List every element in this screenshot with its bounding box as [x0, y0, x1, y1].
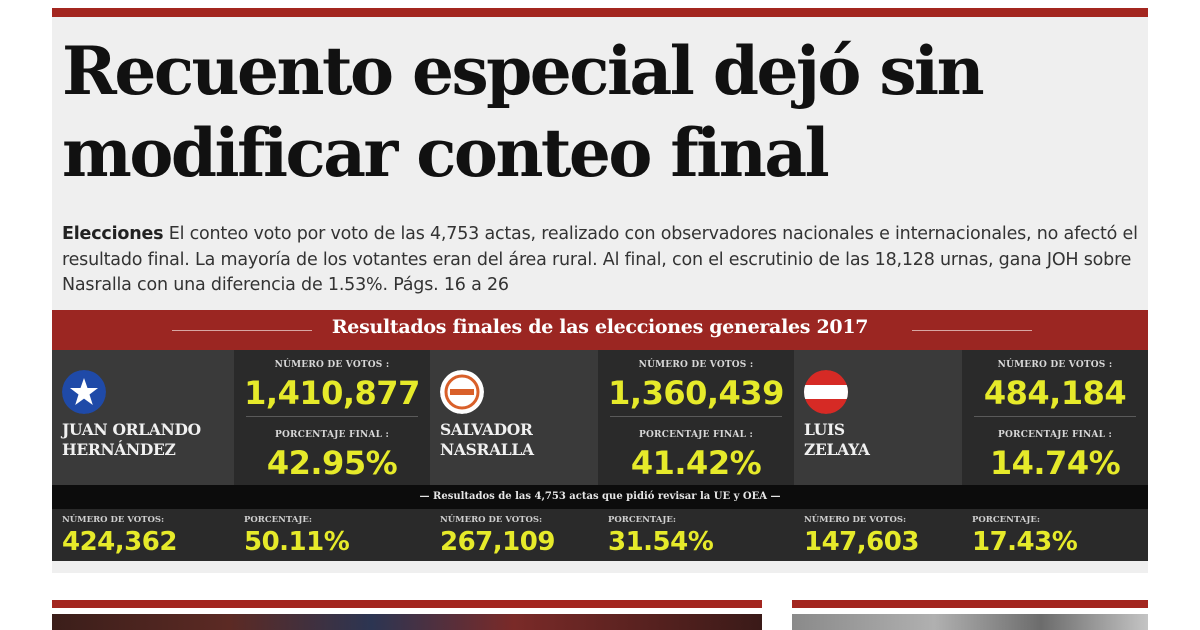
recount-subheader: — Resultados de las 4,753 actas que pidi… [52, 485, 1148, 509]
candidate-percent-2: 41.42% [630, 444, 762, 482]
candidate-name-1-line2: HERNÁNDEZ [62, 440, 176, 459]
recount-percent-label: PORCENTAJE: [972, 515, 1040, 525]
candidate-percent-3: 14.74% [989, 444, 1121, 482]
candidate-card-3: LUIS ZELAYA [794, 350, 962, 485]
recount-votes-2: 267,109 [440, 527, 555, 557]
recount-votes-1: 424,362 [62, 527, 177, 557]
lower-left-red-rule [52, 600, 762, 608]
lower-left-photo [52, 614, 762, 630]
results-banner: Resultados finales de las elecciones gen… [52, 310, 1148, 350]
stats-divider [974, 416, 1136, 417]
candidate-card-1: JUAN ORLANDO HERNÁNDEZ [52, 350, 234, 485]
stats-divider [246, 416, 418, 417]
recount-votes-3: 147,603 [804, 527, 919, 557]
percent-label: PORCENTAJE FINAL : [998, 430, 1112, 440]
candidate-stats-2: NÚMERO DE VOTOS : 1,360,439 PORCENTAJE F… [598, 350, 794, 485]
candidate-percent-1: 42.95% [266, 444, 398, 482]
recount-title: — Resultados de las 4,753 actas que pidi… [419, 491, 781, 502]
results-title: Resultados finales de las elecciones gen… [331, 316, 869, 338]
recount-votes-2-cell: NÚMERO DE VOTOS: 267,109 [430, 509, 598, 561]
candidate-name-2-line2: NASRALLA [440, 440, 534, 459]
lead-paragraph: Elecciones El conteo voto por voto de la… [62, 222, 1144, 299]
lower-right-red-rule [792, 600, 1148, 608]
candidate-name-3-line1: LUIS [804, 420, 845, 439]
recount-votes-3-cell: NÚMERO DE VOTOS: 147,603 [794, 509, 962, 561]
candidate-name-1-line1: JUAN ORLANDO [62, 420, 201, 439]
percent-label: PORCENTAJE FINAL : [639, 430, 753, 440]
candidate-name-3-line2: ZELAYA [804, 440, 870, 459]
banner-rule-left [172, 330, 312, 331]
lower-story-left [52, 600, 762, 630]
candidate-name-3: LUIS ZELAYA [804, 420, 870, 460]
candidate-stats-1: NÚMERO DE VOTOS : 1,410,877 PORCENTAJE F… [234, 350, 430, 485]
libre-flag-logo [804, 370, 848, 414]
candidate-card-2: SALVADOR NASRALLA [430, 350, 598, 485]
candidate-stats-3: NÚMERO DE VOTOS : 484,184 PORCENTAJE FIN… [962, 350, 1148, 485]
headline: Recuento especial dejó sin modificar con… [62, 32, 985, 192]
recount-percent-label: PORCENTAJE: [244, 515, 312, 525]
recount-votes-label: NÚMERO DE VOTOS: [804, 515, 907, 525]
top-red-rule [52, 8, 1148, 17]
recount-percent-label: PORCENTAJE: [608, 515, 676, 525]
recount-percent-3-cell: PORCENTAJE: 17.43% [962, 509, 1148, 561]
national-party-star-logo [62, 370, 106, 414]
recount-percent-2: 31.54% [608, 527, 714, 557]
recount-votes-label: NÚMERO DE VOTOS: [440, 515, 543, 525]
candidate-votes-1: 1,410,877 [244, 374, 420, 412]
recount-percent-2-cell: PORCENTAJE: 31.54% [598, 509, 794, 561]
votes-label: NÚMERO DE VOTOS : [274, 360, 390, 370]
percent-label: PORCENTAJE FINAL : [275, 430, 389, 440]
candidate-name-2: SALVADOR NASRALLA [440, 420, 534, 460]
lower-story-right [792, 600, 1148, 630]
recount-votes-1-cell: NÚMERO DE VOTOS: 424,362 [52, 509, 234, 561]
recount-votes-label: NÚMERO DE VOTOS: [62, 515, 165, 525]
lead-kicker: Elecciones [62, 224, 164, 244]
recount-title-text: Resultados de las 4,753 actas que pidió … [433, 491, 767, 502]
votes-label: NÚMERO DE VOTOS : [997, 360, 1113, 370]
candidate-votes-2: 1,360,439 [608, 374, 784, 412]
votes-label: NÚMERO DE VOTOS : [638, 360, 754, 370]
results-grid: JUAN ORLANDO HERNÁNDEZ NÚMERO DE VOTOS :… [52, 350, 1148, 485]
banner-rule-right [912, 330, 1032, 331]
candidate-votes-3: 484,184 [983, 374, 1127, 412]
recount-percent-1: 50.11% [244, 527, 350, 557]
candidate-name-1: JUAN ORLANDO HERNÁNDEZ [62, 420, 201, 460]
lower-right-photo [792, 614, 1148, 630]
front-page: Recuento especial dejó sin modificar con… [52, 8, 1148, 573]
lead-text: El conteo voto por voto de las 4,753 act… [62, 224, 1138, 295]
alianza-logo [440, 370, 484, 414]
stats-divider [610, 416, 782, 417]
recount-percent-3: 17.43% [972, 527, 1078, 557]
recount-percent-1-cell: PORCENTAJE: 50.11% [234, 509, 430, 561]
candidate-name-2-line1: SALVADOR [440, 420, 533, 439]
recount-results: NÚMERO DE VOTOS: 424,362 PORCENTAJE: 50.… [52, 509, 1148, 561]
